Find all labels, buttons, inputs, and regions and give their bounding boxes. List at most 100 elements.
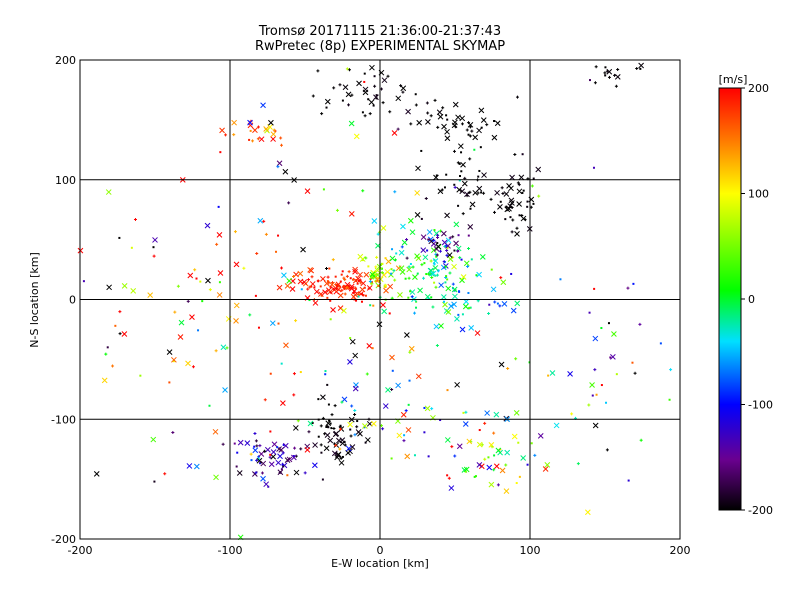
point-plus [429,259,433,263]
point-dot [277,234,280,237]
point-dot [328,419,331,422]
point-cross [345,91,352,98]
point-cross [339,440,346,447]
point-cross [444,135,451,142]
point-plus [442,260,446,264]
point-cross [186,463,193,469]
point-plus [349,434,353,438]
point-cross [461,180,468,187]
point-dot [436,242,439,245]
point-dot [325,425,328,428]
point-cross [166,349,173,356]
point-plus [214,349,218,353]
x-tick-label: -200 [68,544,93,557]
colorbar-tick-label: -100 [748,399,773,412]
point-dot [329,422,332,425]
point-cross [130,288,137,294]
point-dot [444,281,447,284]
point-dot [522,189,525,192]
point-plus [593,81,597,85]
point-cross [283,342,289,349]
point-cross [549,370,556,376]
x-tick-label: 0 [377,544,384,557]
point-cross [490,286,497,293]
point-cross [444,437,451,443]
point-cross [514,231,520,237]
point-cross [408,345,415,352]
point-cross [233,318,239,324]
point-plus [436,269,440,273]
point-dot [300,288,303,291]
point-dot [458,179,461,182]
point-dot [460,170,463,173]
point-dot [414,93,417,96]
point-dot [139,374,142,377]
point-plus [405,256,409,260]
point-plus [510,230,514,234]
point-dot [329,318,332,321]
point-dot [208,404,211,407]
point-dot [446,278,449,281]
point-plus [171,430,175,434]
point-plus [260,471,264,475]
point-dot [433,229,436,232]
point-cross [187,272,194,279]
point-plus [445,248,449,252]
point-plus [516,181,520,185]
point-plus [431,305,435,309]
point-plus [291,274,295,278]
point-plus [334,283,338,287]
point-cross [445,242,451,249]
colorbar-ticks: -200 -100 0 100 200 [741,82,773,517]
point-cross [520,455,527,461]
point-dot [459,175,462,178]
y-tick-label: -100 [51,413,76,426]
point-cross [348,211,355,217]
point-dot [311,421,314,424]
point-plus [294,319,298,323]
point-cross [472,134,479,141]
point-dot [339,280,342,283]
chart-subtitle: RwPretec (8p) EXPERIMENTAL SKYMAP [255,39,505,54]
point-dot [299,371,302,374]
point-plus [307,278,311,282]
point-plus [390,388,394,392]
point-plus [635,67,639,71]
point-plus [408,350,412,354]
point-cross [592,422,599,429]
point-plus [255,458,259,462]
point-dot [458,162,461,165]
point-cross [426,229,433,235]
point-cross [400,411,407,418]
point-dot [416,272,419,275]
point-cross [341,396,348,403]
point-cross [537,433,544,439]
point-dot [499,200,502,203]
point-cross [362,89,369,96]
point-plus [501,192,505,196]
point-dot [363,72,366,75]
point-cross [381,308,388,315]
point-dot [313,286,316,289]
point-dot [458,290,461,293]
point-cross [435,243,442,250]
point-plus [332,427,336,431]
point-dot [526,200,529,203]
point-plus [425,101,429,105]
point-plus [436,273,440,277]
point-dot [559,278,562,281]
point-plus [407,265,411,269]
point-cross [150,436,157,443]
point-dot [420,217,423,220]
point-cross [400,85,407,92]
point-cross [312,462,318,469]
point-plus [316,69,320,73]
point-plus [482,191,486,195]
point-cross [516,188,523,195]
point-cross [444,212,450,219]
point-cross [451,263,457,270]
point-plus [118,310,122,314]
colorbar [718,87,742,511]
point-cross [292,425,299,431]
point-dot [384,284,387,287]
